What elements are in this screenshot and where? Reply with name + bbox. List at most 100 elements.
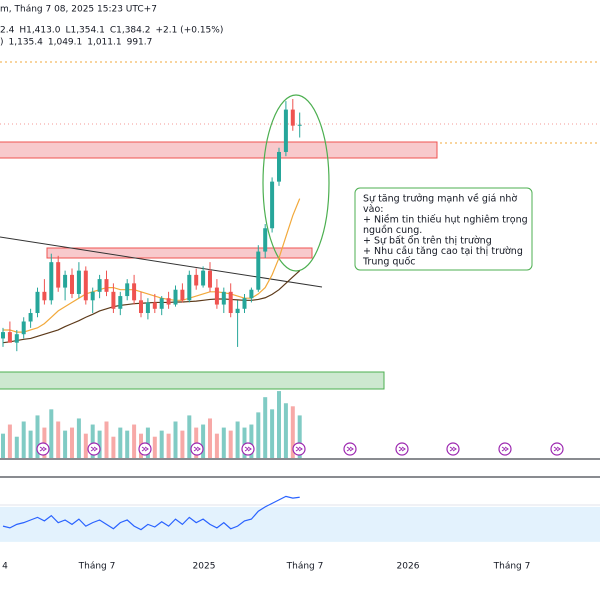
annotation-text: + Sự bất ổn trên thị trường xyxy=(363,236,492,247)
candle-body xyxy=(180,289,185,301)
volume-bar xyxy=(214,433,219,458)
volume-bar xyxy=(249,424,254,458)
candle-body xyxy=(125,283,130,297)
volume-bar xyxy=(35,415,40,458)
volume-bar xyxy=(111,436,116,458)
candle-body xyxy=(56,262,61,288)
candle-body xyxy=(297,124,302,126)
candle-body xyxy=(173,289,178,305)
volume-bar xyxy=(7,424,12,458)
support-zone xyxy=(0,371,385,390)
candle-body xyxy=(49,262,54,301)
candle-body xyxy=(111,291,116,309)
resistance-zone xyxy=(46,247,313,259)
moving-average xyxy=(3,198,301,333)
candle-body xyxy=(214,287,219,305)
candle-body xyxy=(97,279,102,292)
annotation-text: + Niềm tin thiếu hụt nghiêm trọng xyxy=(363,215,528,226)
candle-body xyxy=(145,302,150,314)
event-icon-arrow xyxy=(90,446,98,452)
candle-body xyxy=(42,291,47,301)
event-icon-arrow xyxy=(295,446,303,452)
ohlc-value: L1,354.1 xyxy=(65,26,104,36)
ma-value: ) xyxy=(0,38,4,48)
event-icon-arrow xyxy=(553,446,561,452)
event-icon-arrow xyxy=(346,446,354,452)
volume-bar xyxy=(49,409,54,458)
candle-body xyxy=(187,274,192,301)
header-info: m, Tháng 7 08, 2025 15:23 UTC+7 xyxy=(0,5,157,15)
candle-body xyxy=(277,151,281,182)
event-icon-arrow xyxy=(449,446,457,452)
candle-body xyxy=(270,181,275,229)
ma-value: 1,011.1 xyxy=(87,38,121,48)
volume-bar xyxy=(76,418,81,458)
candle-body xyxy=(159,298,164,309)
volume-bar xyxy=(263,397,268,458)
rsi-band xyxy=(0,506,600,542)
ma-value: 1,135.4 xyxy=(9,38,44,48)
volume-bar xyxy=(277,391,281,458)
volume-bar xyxy=(159,430,164,458)
candle-body xyxy=(118,296,123,309)
volume-bar xyxy=(145,427,150,458)
candle-body xyxy=(21,321,26,335)
event-icon-arrow xyxy=(398,446,406,452)
volume-bar xyxy=(228,430,233,458)
event-icon-arrow xyxy=(501,446,509,452)
candle-body xyxy=(166,298,171,305)
annotation-box xyxy=(354,187,533,271)
candle-body xyxy=(1,332,5,339)
volume-bar xyxy=(21,421,26,458)
candle-body xyxy=(132,283,137,301)
candle-body xyxy=(76,270,81,294)
moving-average xyxy=(2,270,301,344)
ma-value: 1,049.1 xyxy=(48,38,82,48)
candle-body xyxy=(256,251,261,290)
highlight-ellipse xyxy=(262,94,330,272)
ohlc-value: 2.4 xyxy=(0,26,15,36)
volume-bar xyxy=(180,430,185,458)
volume-bar xyxy=(201,424,206,458)
candle-body xyxy=(249,289,254,299)
volume-bar xyxy=(242,427,247,458)
candle-body xyxy=(70,274,74,294)
volume-bar xyxy=(290,406,295,458)
x-axis-label: Tháng 7 xyxy=(286,562,324,572)
volume-bar xyxy=(221,427,226,458)
candle-body xyxy=(201,270,206,286)
volume-bar xyxy=(173,421,178,458)
annotation-text: nguồn cung. xyxy=(363,225,422,236)
volume-bar xyxy=(297,415,302,458)
volume-bar xyxy=(283,403,288,458)
annotation-text: vào: xyxy=(363,204,383,215)
candle-body xyxy=(221,291,226,305)
volume-bar xyxy=(70,427,74,458)
volume-bar xyxy=(132,424,137,458)
trend-line xyxy=(0,236,323,288)
volume-bar xyxy=(118,427,123,458)
candle-body xyxy=(235,308,240,314)
candle-body xyxy=(83,270,88,301)
volume-bar xyxy=(14,436,19,458)
event-icon-arrow xyxy=(193,446,201,452)
candle-body xyxy=(290,109,295,126)
event-icon-arrow xyxy=(244,446,252,452)
volume-bar xyxy=(83,433,88,458)
candle-body xyxy=(104,279,109,292)
candle-body xyxy=(263,228,268,252)
annotation-text: Sự tăng trưởng mạnh về giá nhờ xyxy=(363,194,517,205)
candle-body xyxy=(35,291,40,314)
candle-body xyxy=(228,291,233,314)
candle-body xyxy=(28,313,33,322)
volume-bar xyxy=(270,409,275,458)
candle-body xyxy=(194,274,199,286)
rsi-line xyxy=(2,495,300,531)
candle-body xyxy=(63,274,68,288)
candle-body xyxy=(208,270,212,288)
volume-bar xyxy=(152,436,157,458)
annotation-text: Trung quốc xyxy=(362,257,416,268)
x-axis-label: Tháng 7 xyxy=(78,562,116,572)
event-icon-arrow xyxy=(39,446,47,452)
